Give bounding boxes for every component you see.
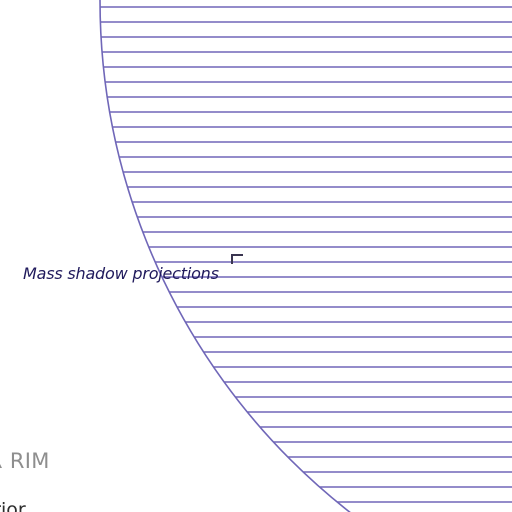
sub-label: terior [0, 499, 26, 512]
hatch-lines [100, 6, 512, 503]
rim-label: R RIM [0, 449, 50, 473]
rim-arc [99, 0, 351, 512]
annotation-label: Mass shadow projections [23, 264, 219, 283]
annotation-leader-line [231, 254, 243, 264]
